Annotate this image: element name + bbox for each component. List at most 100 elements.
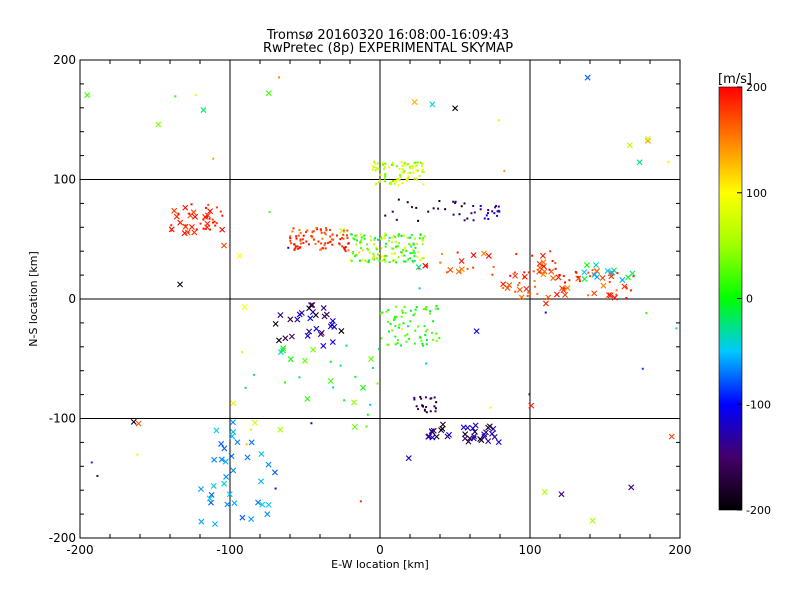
data-point-dot <box>411 252 414 255</box>
data-points <box>84 74 678 528</box>
data-point-dot <box>492 265 495 268</box>
data-point-dot <box>424 330 427 333</box>
data-point-dot <box>368 251 371 254</box>
data-point-dot <box>358 259 361 262</box>
data-point-dot <box>412 261 415 264</box>
data-point-dot <box>221 214 224 217</box>
data-point-dot <box>527 291 530 294</box>
data-point-dot <box>331 233 334 236</box>
data-point-dot <box>379 173 382 176</box>
y-tick-label: -100 <box>49 412 76 426</box>
data-point-dot <box>400 309 403 312</box>
data-point-dot <box>411 167 414 170</box>
data-point-cross <box>528 402 535 409</box>
data-point-cross <box>229 433 236 440</box>
data-point-cross <box>581 275 588 282</box>
data-point-dot <box>297 234 300 237</box>
data-point-dot <box>404 246 407 249</box>
data-point-dot <box>528 393 531 396</box>
data-point-cross <box>575 275 582 282</box>
data-point-dot <box>509 274 512 277</box>
data-point-dot <box>366 247 369 250</box>
data-point-dot <box>347 249 350 252</box>
data-point-dot <box>219 210 222 213</box>
data-point-dot <box>274 487 277 490</box>
data-point-dot <box>330 238 333 241</box>
data-point-dot <box>325 227 328 230</box>
data-point-cross <box>490 425 497 432</box>
data-point-dot <box>407 176 410 179</box>
colorbar: [m/s] -200 -100 0 100 200 <box>718 72 771 517</box>
data-point-dot <box>494 205 497 208</box>
data-point-dot <box>320 231 323 234</box>
data-point-dot <box>463 202 466 205</box>
data-point-dot <box>403 162 406 165</box>
data-point-dot <box>402 260 405 263</box>
data-point-dot <box>587 271 590 274</box>
data-point-cross <box>636 159 643 166</box>
data-point-dot <box>391 236 394 239</box>
data-point-dot <box>295 235 298 238</box>
data-point-dot <box>415 206 418 209</box>
data-point-dot <box>419 336 422 339</box>
data-point-dot <box>301 238 304 241</box>
data-point-cross <box>465 438 472 445</box>
data-point-dot <box>406 201 409 204</box>
data-point-cross <box>425 433 432 440</box>
data-point-cross <box>495 439 502 446</box>
data-point-dot <box>562 274 565 277</box>
data-point-dot <box>244 386 247 389</box>
data-point-dot <box>485 214 488 217</box>
data-point-dot <box>667 160 670 163</box>
data-point-dot <box>422 237 425 240</box>
data-point-dot <box>397 184 400 187</box>
data-point-cross <box>272 320 279 327</box>
colorbar-tick-label: 0 <box>746 293 753 306</box>
y-tick-label: 100 <box>53 173 76 187</box>
data-point-cross <box>446 431 452 438</box>
data-point-cross <box>411 99 418 106</box>
data-point-cross <box>265 501 272 508</box>
data-point-cross <box>312 312 319 319</box>
data-point-dot <box>425 343 428 346</box>
data-point-dot <box>421 239 424 242</box>
data-point-dot <box>391 247 394 250</box>
data-point-cross <box>258 478 265 485</box>
data-point-dot <box>425 411 428 414</box>
data-point-dot <box>435 401 438 404</box>
data-point-dot <box>380 237 383 240</box>
data-point-dot <box>413 312 416 315</box>
data-point-dot <box>527 271 530 274</box>
data-point-dot <box>629 289 632 292</box>
data-point-cross <box>239 514 246 521</box>
data-point-dot <box>420 165 423 168</box>
data-point-dot <box>361 235 364 238</box>
data-point-dot <box>391 161 394 164</box>
data-point-cross <box>558 491 565 498</box>
data-point-cross <box>606 292 612 299</box>
data-point-cross <box>553 291 560 298</box>
data-point-cross <box>559 285 566 292</box>
data-point-dot <box>323 231 326 234</box>
data-point-dot <box>190 203 193 206</box>
data-point-dot <box>341 236 344 239</box>
colorbar-tick-label: -100 <box>746 398 771 411</box>
data-point-cross <box>287 316 294 323</box>
data-point-cross <box>607 292 614 299</box>
data-point-dot <box>211 221 214 224</box>
data-point-dot <box>376 238 379 241</box>
data-point-dot <box>310 234 313 237</box>
data-point-dot <box>400 234 403 237</box>
data-point-dot <box>384 214 387 217</box>
data-point-dot <box>391 329 394 332</box>
data-point-dot <box>391 179 394 182</box>
data-point-dot <box>372 252 375 255</box>
data-point-cross <box>200 107 207 114</box>
data-point-dot <box>444 208 447 211</box>
data-point-dot <box>373 243 376 246</box>
data-point-dot <box>372 165 375 168</box>
data-point-dot <box>592 273 595 276</box>
data-point-cross <box>469 425 476 432</box>
data-point-dot <box>376 167 379 170</box>
colorbar-ticks: -200 -100 0 100 200 <box>737 81 771 517</box>
